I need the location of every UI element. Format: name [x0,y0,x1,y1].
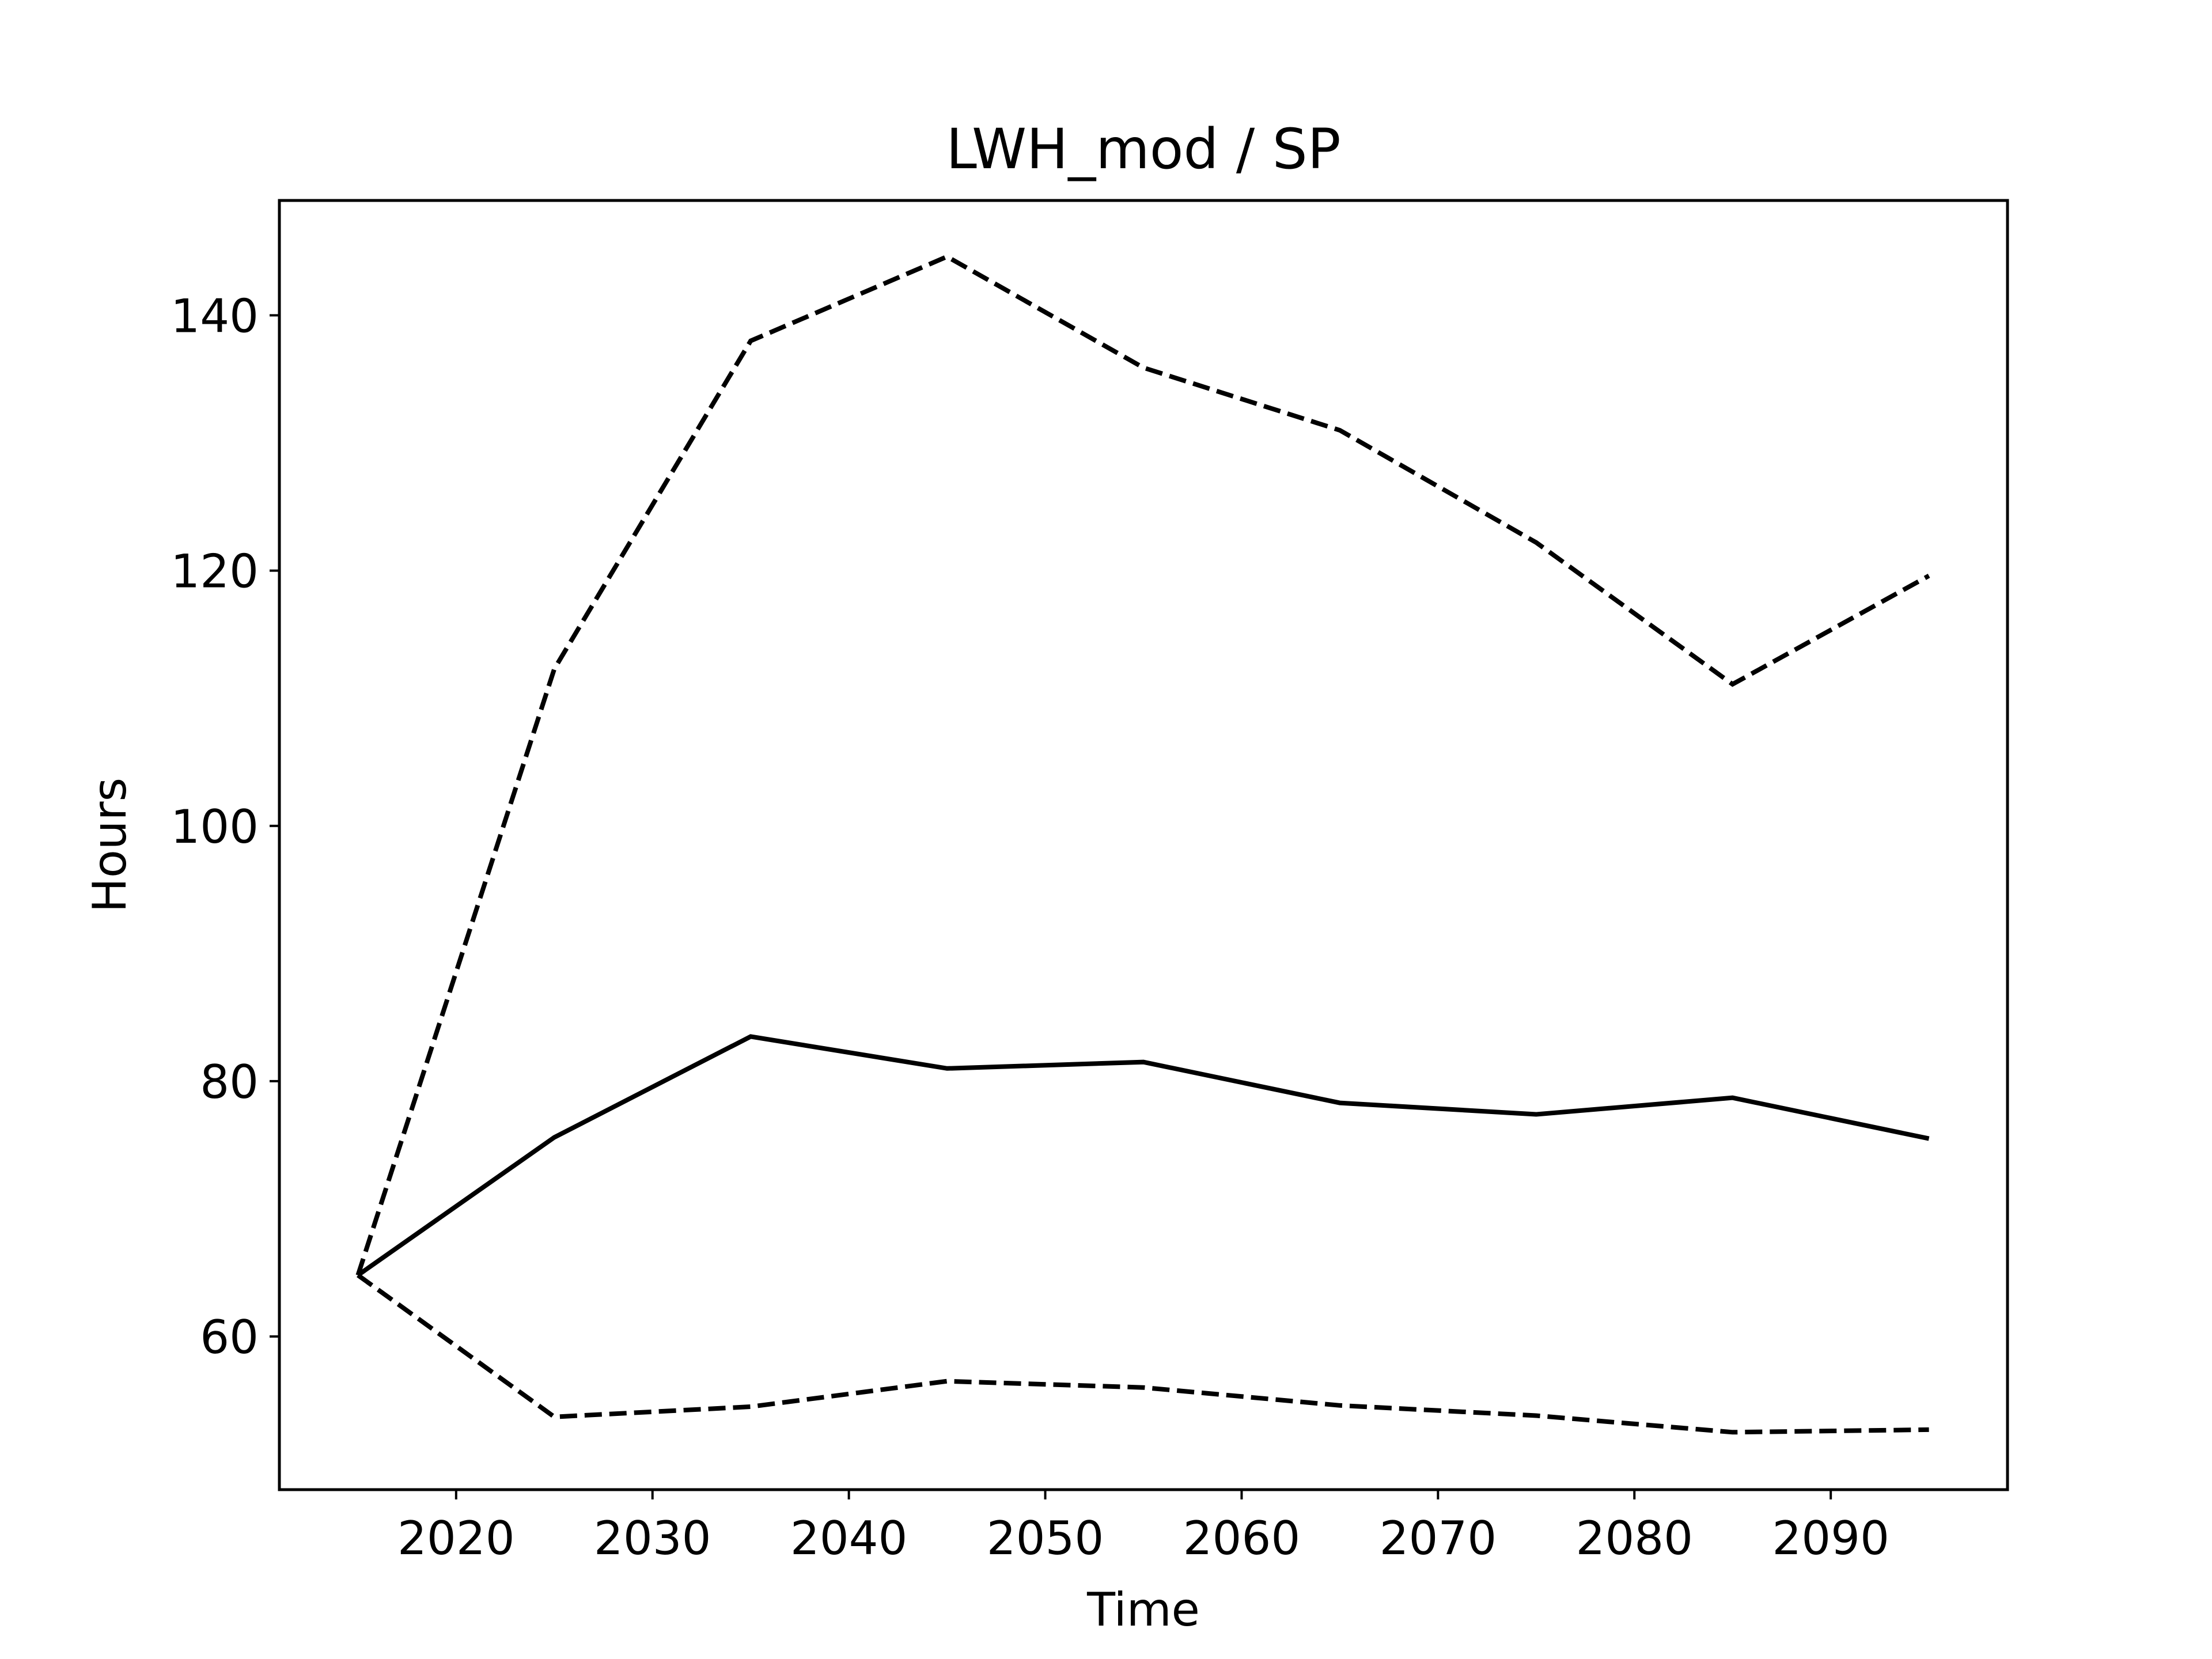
series-layer [355,254,1930,1435]
chart-title: LWH_mod / SP [946,117,1340,181]
x-tick-label: 2050 [987,1512,1104,1565]
x-tick-label: 2060 [1183,1512,1301,1565]
x-axis-title: Time [1086,1583,1200,1637]
x-tick-label: 2080 [1575,1512,1693,1565]
dashed-series-line [357,1273,1929,1435]
plot-area-frame [278,199,2009,1491]
x-tick-label: 2090 [1772,1512,1889,1565]
x-tick-label: 2070 [1380,1512,1497,1565]
solid-series-line [357,1034,1930,1277]
y-tick-label: 100 [171,800,259,854]
y-tick-label: 120 [171,545,259,599]
y-axis-ticks: 60 80 100 120 140 [171,289,279,1364]
x-axis-ticks: 2020 2030 2040 2050 2060 2070 2080 2090 [397,1490,1889,1565]
y-tick-label: 140 [171,289,259,343]
y-tick-label: 60 [200,1310,259,1364]
y-axis-title: Hours [83,778,137,912]
x-tick-label: 2040 [790,1512,908,1565]
x-tick-label: 2030 [594,1512,711,1565]
y-tick-label: 80 [200,1055,259,1109]
x-tick-label: 2020 [397,1512,515,1565]
